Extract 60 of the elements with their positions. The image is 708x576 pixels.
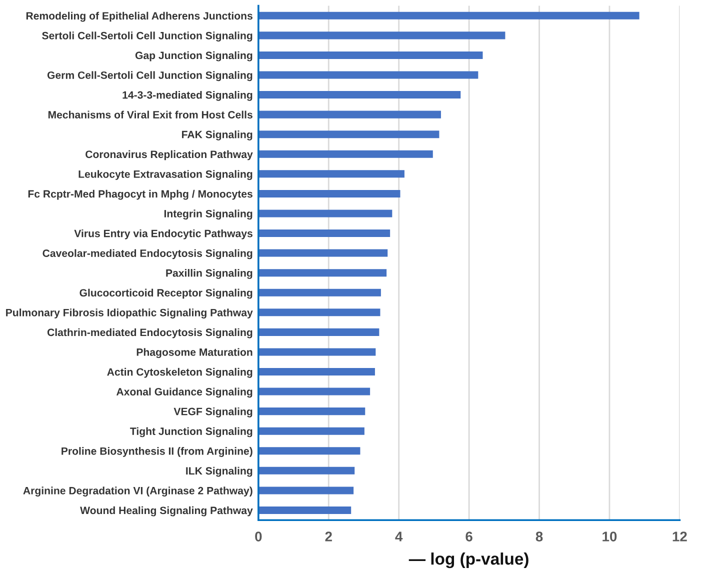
- bar: [258, 32, 506, 40]
- bar: [258, 408, 366, 416]
- y-tick-label: Proline Biosynthesis II (from Arginine): [62, 447, 252, 457]
- bar: [258, 230, 390, 238]
- y-tick-label: ILK Signaling: [186, 466, 252, 477]
- x-tick-label: 6: [466, 532, 472, 542]
- y-tick-label: Clathrin-mediated Endocytosis Signaling: [47, 328, 252, 338]
- y-tick-label: Remodeling of Epithelial Adherens Junctions: [26, 12, 252, 22]
- bar: [258, 51, 483, 59]
- y-tick-label: Paxillin Signaling: [166, 269, 252, 279]
- y-tick-label: Actin Cytoskeleton Signaling: [107, 368, 252, 378]
- y-tick-label: VEGF Signaling: [174, 407, 252, 418]
- y-tick-label: Mechanisms of Viral Exit from Host Cells: [48, 110, 252, 118]
- y-tick-label: Fc Rcptr-Med Phagocyt in Mphg / Monocytes: [28, 190, 252, 200]
- y-tick-label: Arginine Degradation VI (Arginase 2 Pathway): [23, 486, 252, 497]
- bar: [258, 269, 387, 277]
- bar: [258, 486, 354, 494]
- y-tick-label: Tight Junction Signaling: [130, 427, 252, 438]
- x-tick-label: 4: [395, 532, 403, 542]
- y-tick-label: Caveolar-mediated Endocytosis Signaling: [42, 249, 252, 260]
- x-axis-title: — log (p-value): [408, 552, 528, 568]
- y-tick-label: Glucocorticoid Receptor Signaling: [80, 288, 252, 299]
- y-tick-label: Pulmonary Fibrosis Idiopathic Signaling Pathway: [6, 308, 253, 318]
- bar: [258, 12, 640, 20]
- y-tick-label: Coronavirus Replication Pathway: [86, 150, 253, 160]
- bar: [258, 288, 381, 296]
- bar: [258, 427, 364, 435]
- bar: [258, 328, 380, 336]
- y-tick-label: Sertoli Cell-Sertoli Cell Junction Signaling: [42, 32, 252, 42]
- y-tick-label: Phagosome Maturation: [136, 348, 252, 358]
- y-tick-label: Leukocyte Extravasation Signaling: [78, 170, 252, 180]
- bar: [258, 249, 388, 257]
- x-tick-label: 12: [672, 532, 687, 542]
- x-tick-label: 0: [255, 532, 262, 542]
- y-tick-label: Virus Entry via Endocytic Pathways: [74, 229, 252, 240]
- bar: [258, 506, 352, 514]
- bar: [258, 110, 441, 118]
- bar: [258, 368, 375, 376]
- y-tick-label: Gap Junction Signaling: [135, 51, 252, 62]
- x-tick-label: 2: [325, 532, 332, 542]
- bar: [258, 91, 461, 99]
- bar: [258, 150, 433, 158]
- bar: [258, 210, 392, 218]
- y-tick-label: Wound Healing Signaling Pathway: [80, 506, 253, 516]
- bar: [258, 71, 478, 79]
- bar: [258, 388, 370, 396]
- x-tick-label: 8: [536, 532, 543, 542]
- bar: [258, 170, 404, 178]
- y-tick-label: Axonal Guidance Signaling: [116, 388, 252, 398]
- y-tick-label: Integrin Signaling: [164, 210, 252, 220]
- y-tick-label: 14-3-3-mediated Signaling: [122, 90, 252, 101]
- x-tick-label: 10: [602, 532, 617, 542]
- bar: [258, 190, 400, 198]
- y-tick-label: Germ Cell-Sertoli Cell Junction Signaling: [47, 71, 252, 82]
- bar: [258, 466, 355, 474]
- bar: [258, 130, 440, 138]
- bar: [258, 447, 360, 455]
- bar: [258, 308, 380, 316]
- bar: [258, 348, 376, 356]
- y-tick-label: FAK Signaling: [182, 130, 252, 140]
